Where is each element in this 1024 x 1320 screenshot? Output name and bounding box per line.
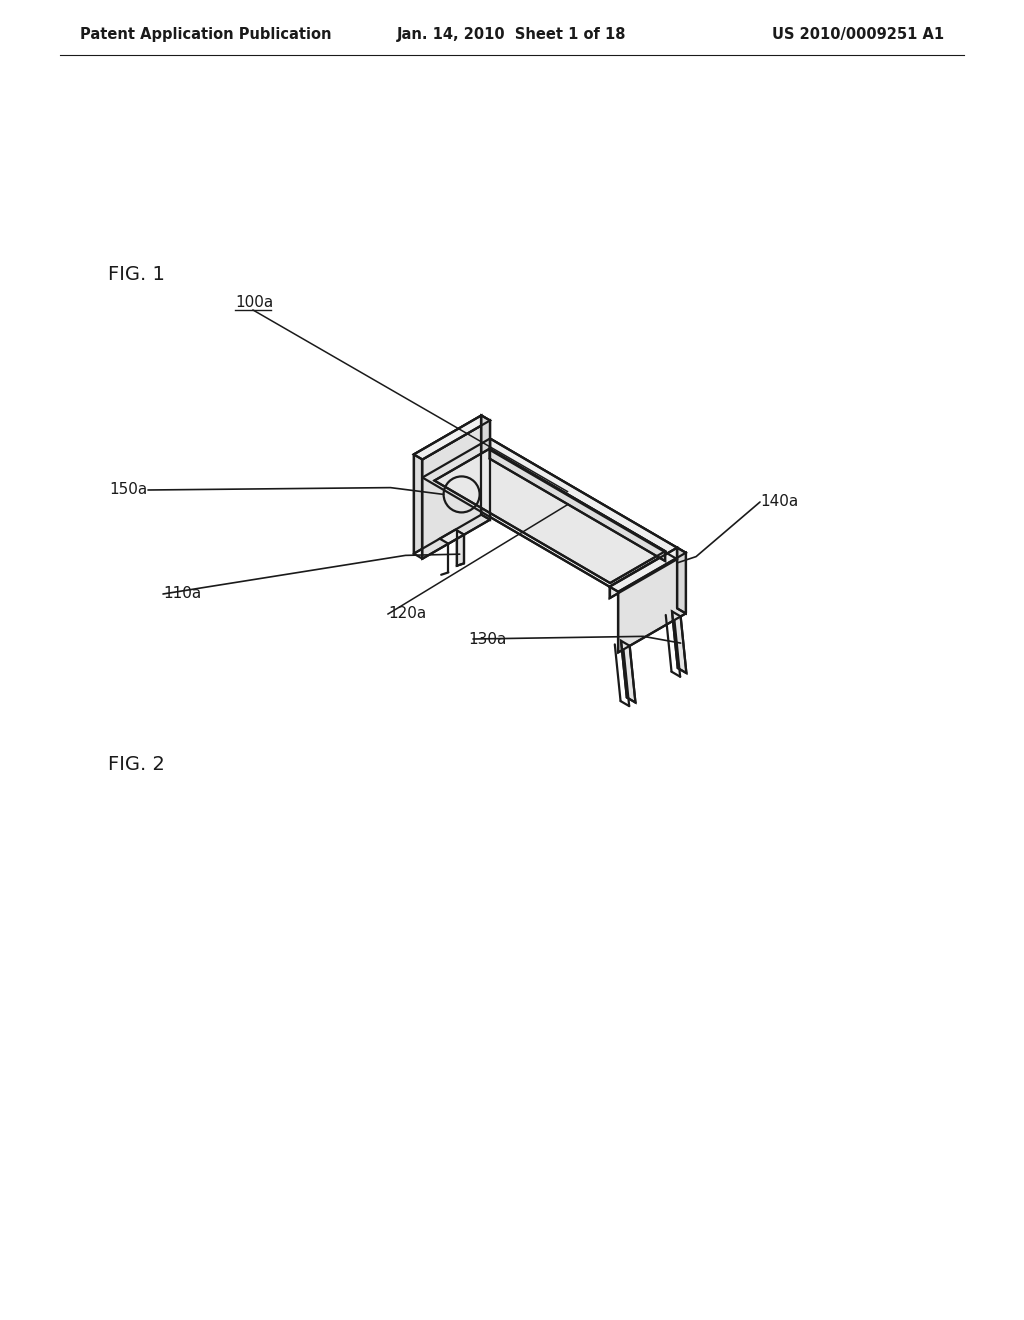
Text: Patent Application Publication: Patent Application Publication	[80, 28, 332, 42]
Polygon shape	[439, 529, 464, 544]
Text: Jan. 14, 2010  Sheet 1 of 18: Jan. 14, 2010 Sheet 1 of 18	[397, 28, 627, 42]
Text: 140a: 140a	[760, 495, 799, 510]
Polygon shape	[422, 438, 677, 586]
Polygon shape	[422, 421, 490, 558]
Text: FIG. 2: FIG. 2	[108, 755, 165, 775]
Text: US 2010/0009251 A1: US 2010/0009251 A1	[772, 28, 944, 42]
Polygon shape	[621, 640, 636, 702]
Text: 120a: 120a	[388, 606, 426, 622]
Polygon shape	[609, 548, 686, 591]
Polygon shape	[618, 553, 686, 652]
Text: 110a: 110a	[163, 586, 202, 602]
Polygon shape	[677, 548, 686, 614]
Polygon shape	[672, 611, 686, 673]
Polygon shape	[609, 548, 677, 598]
Text: FIG. 1: FIG. 1	[108, 265, 165, 285]
Polygon shape	[481, 416, 490, 520]
Text: 150a: 150a	[110, 483, 148, 498]
Polygon shape	[414, 416, 481, 553]
Polygon shape	[414, 416, 490, 459]
Text: 100a: 100a	[234, 294, 273, 310]
Polygon shape	[457, 531, 464, 566]
Polygon shape	[490, 438, 677, 560]
Polygon shape	[434, 449, 666, 583]
Text: 130a: 130a	[468, 631, 507, 647]
Polygon shape	[489, 449, 666, 561]
